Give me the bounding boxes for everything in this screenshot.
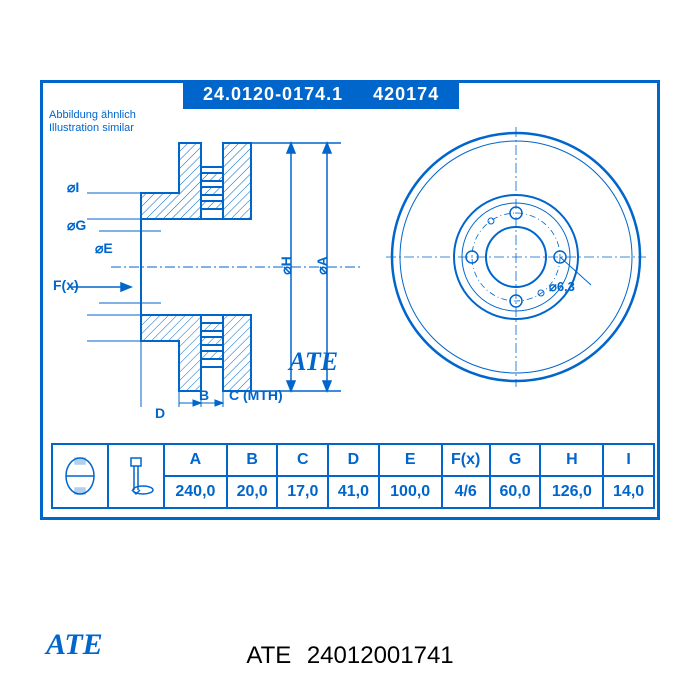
col-d: D — [328, 444, 379, 476]
short-code: 420174 — [373, 84, 439, 104]
val-i: 14,0 — [603, 476, 654, 508]
col-g: G — [490, 444, 541, 476]
val-d: 41,0 — [328, 476, 379, 508]
col-a: A — [164, 444, 227, 476]
specification-table: A B C D E F(x) G H I 240,0 20,0 17,0 41,… — [51, 443, 655, 509]
label-diameter-a: ⌀A — [314, 256, 331, 275]
ate-logo-icon: ATE — [289, 347, 338, 377]
val-b: 20,0 — [227, 476, 278, 508]
part-number: 24.0120-0174.1 — [203, 84, 343, 104]
val-e: 100,0 — [379, 476, 442, 508]
disc-icon-cell — [52, 444, 108, 508]
front-view: ⌀6,3 — [381, 127, 651, 407]
technical-drawing-box: 24.0120-0174.1 420174 Abbildung ähnlich … — [40, 80, 660, 520]
subtitle-de: Abbildung ähnlich — [49, 109, 136, 122]
label-diameter-e: ⌀E — [95, 240, 113, 257]
col-b: B — [227, 444, 278, 476]
table-header-row: A B C D E F(x) G H I — [52, 444, 654, 476]
footer-brand: ATE — [246, 642, 291, 669]
col-c: C — [277, 444, 328, 476]
label-diameter-g: ⌀G — [67, 217, 86, 234]
label-f: F(x) — [53, 277, 79, 293]
col-i: I — [603, 444, 654, 476]
val-c: 17,0 — [277, 476, 328, 508]
label-b: B — [199, 387, 209, 403]
label-c: C (MTH) — [229, 387, 283, 403]
val-h: 126,0 — [540, 476, 603, 508]
val-g: 60,0 — [490, 476, 541, 508]
val-f: 4/6 — [442, 476, 490, 508]
col-h: H — [540, 444, 603, 476]
header-bar: 24.0120-0174.1 420174 — [183, 80, 459, 109]
bolt-icon-cell — [108, 444, 164, 508]
val-a: 240,0 — [164, 476, 227, 508]
col-f: F(x) — [442, 444, 490, 476]
label-diameter-i: ⌀I — [67, 179, 79, 196]
label-bolt-hole: ⌀6,3 — [549, 279, 575, 295]
diagram-area: ⌀I ⌀G ⌀E ⌀H ⌀A F(x) B C (MTH) D — [51, 127, 655, 407]
label-diameter-h: ⌀H — [278, 256, 295, 275]
footer: ATE 24012001741 — [0, 642, 700, 670]
main-container: ATE 24.0120-0174.1 420174 Abbildung ähnl… — [0, 0, 700, 700]
footer-code: 24012001741 — [307, 642, 454, 669]
col-e: E — [379, 444, 442, 476]
label-d: D — [155, 405, 165, 421]
